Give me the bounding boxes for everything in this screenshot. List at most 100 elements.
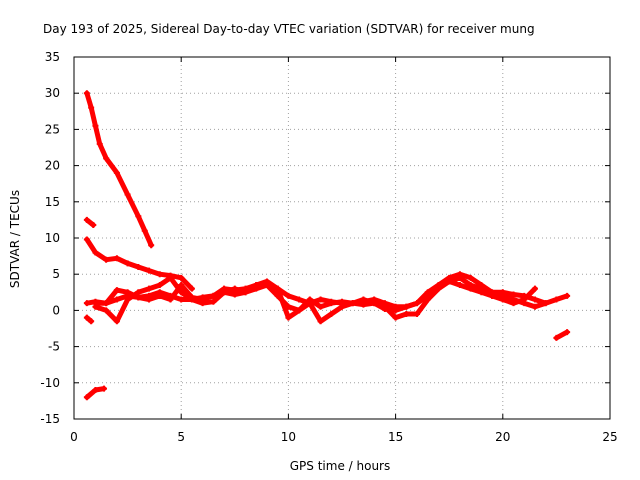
data-point — [349, 300, 356, 307]
series-track-c — [83, 236, 195, 292]
data-point — [90, 221, 97, 228]
data-point — [489, 292, 496, 299]
data-point — [306, 296, 313, 303]
data-point — [113, 287, 120, 294]
x-tick-label: 10 — [281, 430, 296, 444]
series-track-f — [92, 278, 538, 314]
series-track-g — [83, 314, 95, 325]
y-tick-label: 5 — [52, 267, 60, 281]
data-point — [564, 329, 571, 336]
data-point — [88, 318, 95, 325]
data-point — [146, 285, 153, 292]
data-point — [83, 216, 90, 223]
data-point — [531, 285, 538, 292]
data-point — [103, 256, 110, 263]
data-point — [92, 249, 99, 256]
data-point — [141, 227, 148, 234]
data-point — [285, 303, 292, 310]
data-point — [83, 236, 90, 243]
data-point — [210, 292, 217, 299]
data-point — [113, 318, 120, 325]
data-point — [414, 300, 421, 307]
data-point — [360, 296, 367, 303]
data-point — [263, 282, 270, 289]
data-point — [199, 296, 206, 303]
data-point — [83, 314, 90, 321]
data-point — [414, 311, 421, 318]
x-tick-label: 25 — [602, 430, 617, 444]
y-tick-label: -10 — [40, 376, 60, 390]
data-point — [167, 274, 174, 281]
data-point — [92, 122, 99, 129]
data-point — [188, 294, 195, 301]
data-point — [92, 300, 99, 307]
x-tick-label: 15 — [388, 430, 403, 444]
data-point — [296, 307, 303, 314]
data-point — [92, 387, 99, 394]
data-point — [135, 294, 142, 301]
data-point — [274, 292, 281, 299]
data-point — [103, 307, 110, 314]
series-track-b — [83, 216, 97, 228]
data-point — [103, 300, 110, 307]
data-point — [231, 291, 238, 298]
series-track-i — [553, 329, 571, 341]
data-point — [96, 140, 103, 147]
y-tick-label: 30 — [45, 86, 60, 100]
data-point — [135, 263, 142, 270]
data-point — [553, 296, 560, 303]
y-axis-label: SDTVAR / TECUs — [8, 190, 22, 288]
data-point — [178, 289, 185, 296]
data-point — [456, 274, 463, 281]
data-point — [542, 300, 549, 307]
data-point — [83, 394, 90, 401]
data-point — [146, 296, 153, 303]
data-point — [328, 311, 335, 318]
x-tick-labels: 0 5 10 15 20 25 — [70, 430, 617, 444]
data-point — [88, 104, 95, 111]
data-point — [135, 289, 142, 296]
data-point — [135, 213, 142, 220]
data-point — [124, 260, 131, 267]
y-tick-label: 20 — [45, 159, 60, 173]
data-point — [446, 278, 453, 285]
data-point — [167, 296, 174, 303]
data-point — [101, 385, 108, 392]
data-point — [317, 296, 324, 303]
data-point — [317, 303, 324, 310]
data-point — [510, 291, 517, 298]
data-point — [478, 289, 485, 296]
data-point — [392, 314, 399, 321]
data-point — [467, 285, 474, 292]
data-point — [146, 267, 153, 274]
data-point — [510, 300, 517, 307]
series-track-h — [83, 385, 108, 401]
data-point — [392, 307, 399, 314]
data-series — [83, 90, 571, 401]
data-point — [124, 296, 131, 303]
data-point — [371, 300, 378, 307]
grid-lines — [74, 57, 610, 419]
data-point — [403, 311, 410, 318]
data-point — [242, 289, 249, 296]
data-point — [178, 274, 185, 281]
data-point — [274, 285, 281, 292]
y-tick-label: 10 — [45, 231, 60, 245]
data-point — [360, 301, 367, 308]
data-point — [231, 285, 238, 292]
data-point — [221, 289, 228, 296]
data-point — [564, 292, 571, 299]
series-line — [84, 90, 154, 248]
data-point — [435, 282, 442, 289]
y-tick-label: -5 — [48, 340, 60, 354]
data-point — [113, 169, 120, 176]
data-point — [531, 303, 538, 310]
series-track-a-decay — [83, 90, 155, 249]
data-point — [83, 90, 90, 97]
data-point — [156, 282, 163, 289]
y-tick-label: 35 — [45, 50, 60, 64]
chart-title: Day 193 of 2025, Sidereal Day-to-day VTE… — [43, 22, 535, 36]
y-tick-label: 25 — [45, 122, 60, 136]
y-tick-labels: -15 -10 -5 0 5 10 15 20 25 30 35 — [40, 50, 60, 426]
